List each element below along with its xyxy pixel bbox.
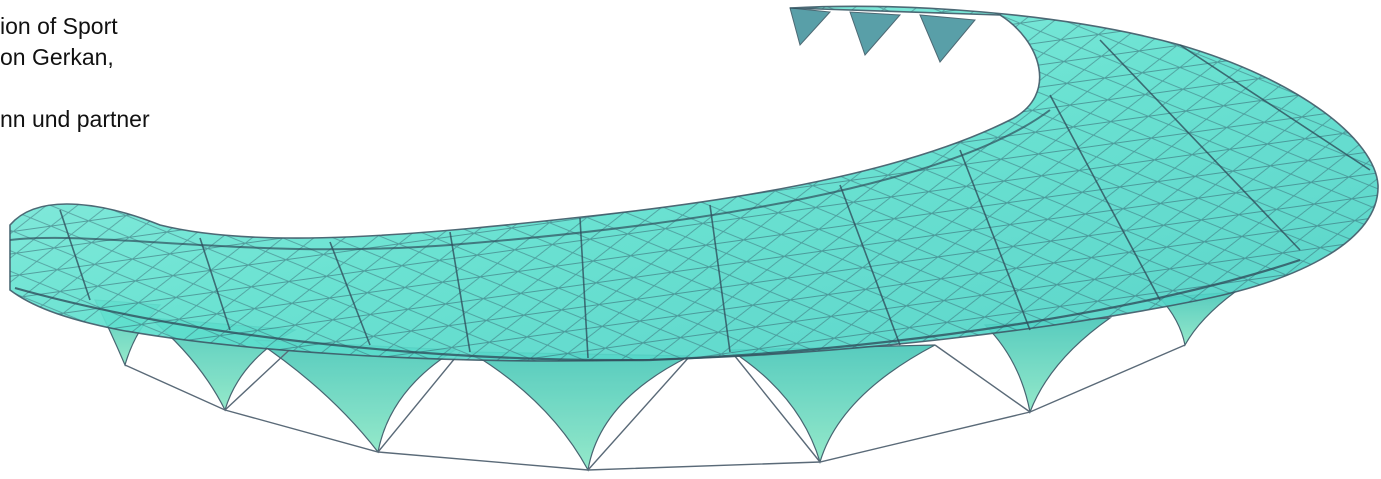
caption-line-3 bbox=[0, 73, 150, 104]
roof-end-folds bbox=[789, 7, 976, 63]
inner-ring-beam bbox=[9, 109, 1051, 251]
caption-line-4: nn und partner bbox=[0, 106, 150, 132]
tie-cables bbox=[124, 339, 1186, 471]
caption-text: ion of Sport on Gerkan, nn und partner bbox=[0, 11, 150, 135]
caption-line-1: ion of Sport bbox=[0, 13, 118, 39]
support-cones bbox=[93, 291, 1238, 472]
outer-ring-beam bbox=[14, 258, 1301, 362]
caption-line-2: on Gerkan, bbox=[0, 44, 114, 70]
roof-frame bbox=[59, 39, 1371, 359]
